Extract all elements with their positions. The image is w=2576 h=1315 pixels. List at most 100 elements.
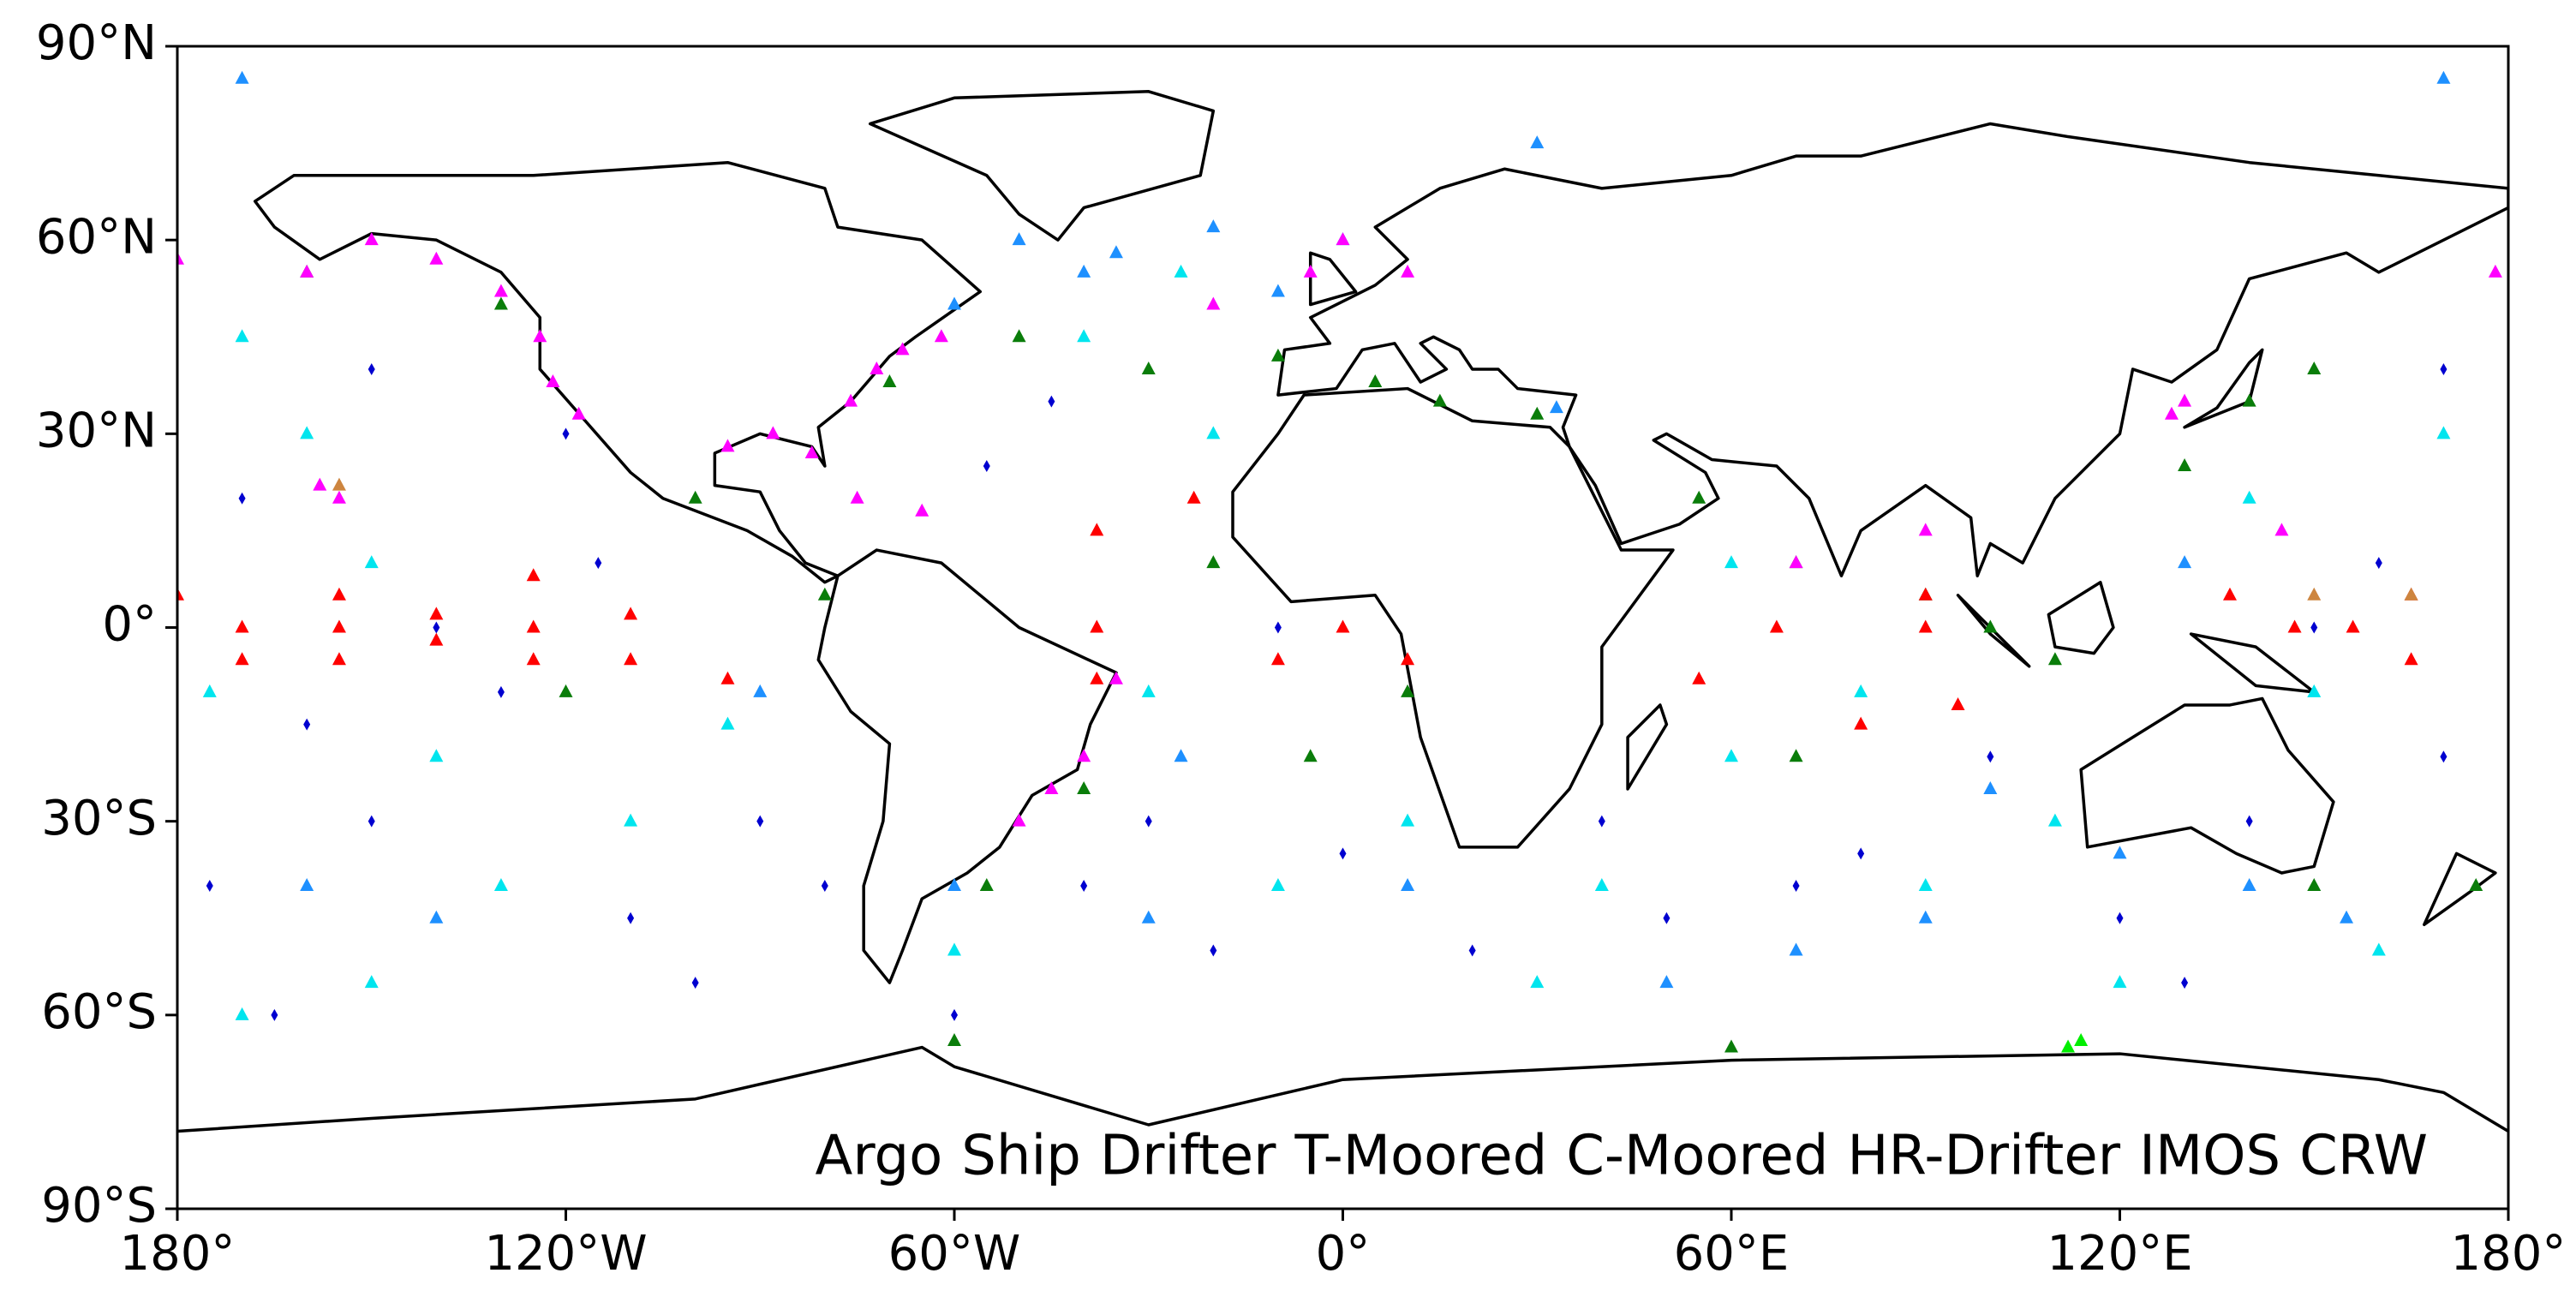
data-point <box>2440 750 2447 763</box>
data-point <box>1724 1039 1738 1053</box>
data-point <box>1789 749 1803 762</box>
data-point <box>364 975 379 989</box>
data-point <box>235 329 249 343</box>
data-point <box>2307 878 2322 892</box>
data-point <box>1048 395 1055 408</box>
data-point <box>433 621 440 634</box>
data-point <box>332 587 346 601</box>
new-zealand <box>2424 853 2495 924</box>
data-point <box>1769 619 1784 633</box>
data-point <box>753 684 768 697</box>
data-point <box>595 557 602 570</box>
data-point <box>1109 245 1123 259</box>
data-point <box>1012 813 1026 827</box>
data-point <box>235 619 249 633</box>
data-point <box>1792 880 1800 893</box>
data-point <box>235 1007 249 1020</box>
data-point <box>1951 696 1965 710</box>
data-point <box>1401 264 1415 278</box>
data-point <box>1012 232 1026 246</box>
data-point <box>1145 815 1152 828</box>
data-point <box>2047 813 2062 827</box>
data-point <box>1336 232 1350 246</box>
data-point <box>1303 264 1318 278</box>
data-point <box>2307 684 2322 697</box>
data-point <box>1724 749 1738 762</box>
data-point <box>1090 523 1104 536</box>
observation-points <box>177 70 2502 1053</box>
data-point <box>850 490 864 504</box>
data-point <box>1368 374 1383 388</box>
borneo <box>2048 583 2113 654</box>
data-point <box>300 264 314 278</box>
data-point <box>870 361 884 374</box>
data-point <box>1109 671 1123 684</box>
data-point <box>429 910 444 923</box>
data-point <box>235 652 249 666</box>
data-point <box>332 477 346 491</box>
data-point <box>562 427 570 440</box>
data-point <box>2346 619 2360 633</box>
data-point <box>1530 406 1545 420</box>
data-point <box>368 362 375 375</box>
data-point <box>766 426 780 439</box>
data-point <box>2375 557 2382 570</box>
africa <box>1233 389 1673 847</box>
data-point <box>1336 619 1350 633</box>
data-point <box>951 1008 958 1021</box>
data-point <box>691 977 699 989</box>
data-point <box>2181 977 2189 989</box>
data-point <box>332 619 346 633</box>
australia <box>2081 698 2334 873</box>
data-point <box>2222 587 2237 601</box>
legend-entry: T-Moored <box>1294 1125 1547 1188</box>
data-point <box>429 607 444 620</box>
data-point <box>2047 652 2062 666</box>
data-point <box>364 232 379 246</box>
y-tick-label: 0° <box>102 597 157 653</box>
y-tick-label: 90°N <box>36 15 157 71</box>
data-point <box>756 815 764 828</box>
data-point <box>1983 619 1998 633</box>
data-point <box>720 439 735 452</box>
data-point <box>1401 684 1415 697</box>
data-point <box>1432 393 1447 407</box>
data-point <box>1270 652 1285 666</box>
data-point <box>1141 361 1156 374</box>
data-point <box>1080 880 1088 893</box>
data-point <box>1401 878 1415 892</box>
data-point <box>1918 587 1933 601</box>
legend-entry: Drifter <box>1100 1125 1276 1188</box>
data-point <box>1077 264 1091 278</box>
data-point <box>1692 671 1706 684</box>
legend-entry: HR-Drifter <box>1847 1125 2120 1188</box>
legend-entry: IMOS <box>2139 1125 2280 1188</box>
data-point <box>493 878 508 892</box>
y-tick-label: 60°S <box>41 984 157 1040</box>
data-point <box>915 503 929 517</box>
data-point <box>1918 910 1933 923</box>
data-point <box>1044 780 1059 794</box>
data-point <box>429 632 444 646</box>
data-point <box>1270 878 1285 892</box>
data-point <box>571 406 586 420</box>
data-point <box>1077 780 1091 794</box>
data-point <box>1692 490 1706 504</box>
data-point <box>895 342 910 356</box>
data-point <box>2178 393 2192 407</box>
legend-entry: C-Moored <box>1566 1125 1828 1188</box>
data-point <box>1401 813 1415 827</box>
data-point <box>882 374 897 388</box>
data-point <box>1401 652 1415 666</box>
data-point <box>2178 458 2192 472</box>
data-point <box>1468 944 1476 957</box>
data-point <box>947 1032 961 1046</box>
data-point <box>235 70 249 84</box>
data-point <box>1918 878 1933 892</box>
data-point <box>2436 70 2451 84</box>
y-tick-label: 90°S <box>41 1178 157 1234</box>
data-point <box>559 684 573 697</box>
data-point <box>2074 1032 2089 1046</box>
data-point <box>1530 975 1545 989</box>
data-point <box>2116 912 2124 924</box>
